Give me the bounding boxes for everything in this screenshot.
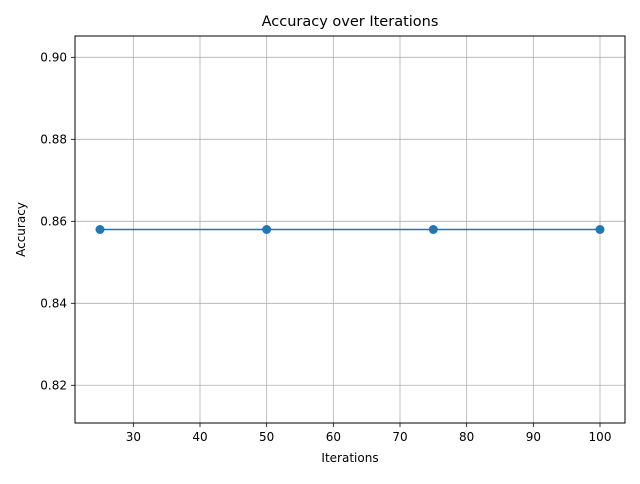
- data-point: [595, 225, 605, 234]
- y-tick-label: 0.88: [40, 132, 67, 146]
- x-tick-label: 50: [259, 430, 274, 444]
- x-tick-label: 60: [326, 430, 341, 444]
- y-tick-label: 0.82: [40, 378, 67, 392]
- y-tick-label: 0.84: [40, 296, 67, 310]
- ticks: 30 40 50 60 70 80 90 100 0.82 0.84 0.86 0.88 0.90: [40, 50, 611, 444]
- x-axis-label: Iterations: [321, 451, 378, 465]
- y-tick-label: 0.86: [40, 214, 67, 228]
- data-point: [95, 225, 105, 234]
- y-axis-label: Accuracy: [14, 202, 28, 257]
- x-tick-label: 70: [392, 430, 407, 444]
- chart-title: Accuracy over Iterations: [262, 14, 439, 30]
- x-tick-label: 100: [589, 430, 612, 444]
- data-point: [428, 225, 438, 234]
- x-tick-label: 80: [459, 430, 474, 444]
- x-tick-label: 30: [126, 430, 141, 444]
- data-point: [262, 225, 272, 234]
- series-layer: [95, 225, 605, 234]
- plot-frame: [74, 35, 626, 424]
- x-tick-label: 40: [192, 430, 207, 444]
- y-tick-label: 0.90: [40, 50, 67, 64]
- x-tick-label: 90: [526, 430, 541, 444]
